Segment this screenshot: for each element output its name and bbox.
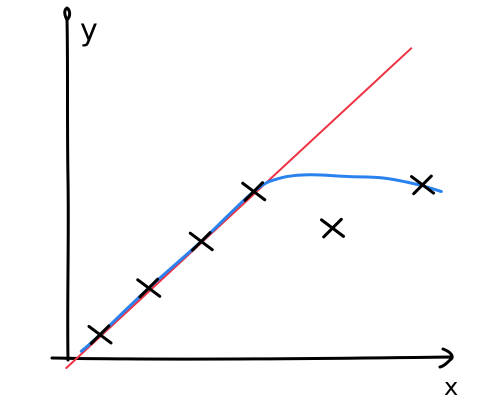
x-axis-label: x — [444, 373, 458, 401]
points-layer — [87, 174, 435, 345]
series-layer — [65, 47, 443, 369]
data-point-marker — [87, 324, 113, 345]
data-point-marker — [241, 181, 267, 202]
data-point-marker — [188, 231, 214, 252]
reference-line — [65, 47, 413, 369]
y-axis — [63, 6, 72, 362]
y-axis-label: y — [80, 13, 98, 48]
data-point-marker — [320, 217, 345, 239]
x-axis — [50, 347, 454, 369]
fit-curve — [79, 173, 443, 353]
data-point-marker — [410, 174, 435, 196]
data-point-marker — [136, 277, 162, 299]
